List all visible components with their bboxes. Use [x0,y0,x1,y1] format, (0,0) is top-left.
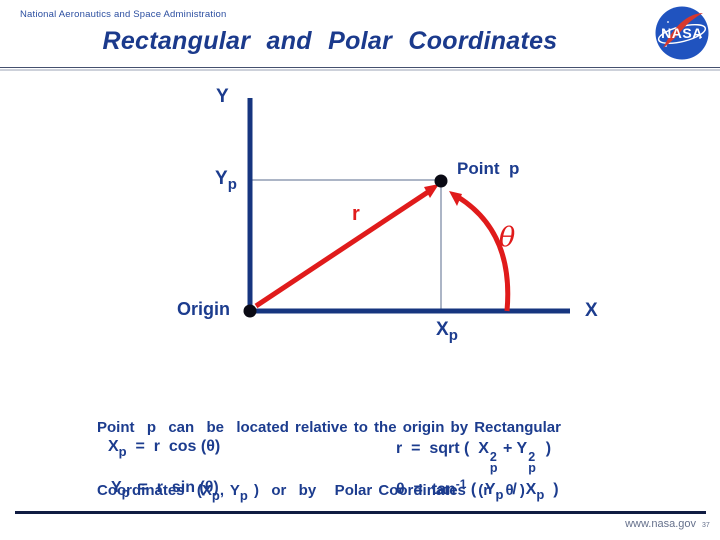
formula-yp: Yp = r sin (θ) [111,479,219,500]
point-p-dot [434,174,448,188]
point-p-label: Point p [457,159,520,178]
explanation-paragraph: Point p can be located relative to the o… [97,375,561,540]
formula-yp-subscript: p [121,485,130,500]
formula-xp: Xp = r cos (θ) [108,438,221,459]
header-rule-shadow [0,69,720,71]
line2-yp-subscript: p [239,488,248,503]
yp-subscript: p [227,176,237,193]
xp-subscript: p [448,327,458,344]
page-title: Rectangular and Polar Coordinates [102,27,558,55]
origin-label: Origin [177,299,230,319]
logo-circle [655,6,709,60]
formula-theta-yp-subscript: p [495,487,504,502]
theta-label: θ [499,222,516,253]
nasa-url: www.nasa.gov [625,518,696,530]
line2-xp-subscript: p [211,488,220,503]
explanation-line1: Point p can be located relative to the o… [97,419,561,436]
agency-name: National Aeronautics and Space Administr… [20,9,227,20]
header-rule [0,67,720,68]
formula-xp-subscript: p [118,444,127,459]
nasa-logo: NASA [655,6,709,60]
y-axis-label: Y [216,86,229,107]
origin-dot [243,304,257,318]
r-vector-arrowhead [424,184,439,198]
footer-rule [15,511,706,514]
r-label: r [352,203,360,225]
formula-theta: θ = tan-1 ( Yp / Xp ) [396,477,559,502]
page-number: 37 [702,522,710,529]
x-axis-label: X [585,300,598,321]
theta-arc-arrowhead [449,191,462,206]
yp-label: Yp [215,168,237,193]
formula-theta-xp-subscript: p [536,487,545,502]
logo-red-swoosh [663,13,703,48]
tan-inverse-superscript: -1 [455,477,467,491]
xp-label: Xp [436,319,458,344]
r-vector-line [254,189,430,309]
theta-arc [456,194,511,312]
explanation-line2: Coordinates (Xp, Yp ) or by Polar Coordi… [97,482,525,503]
logo-wordmark: NASA [661,25,703,41]
